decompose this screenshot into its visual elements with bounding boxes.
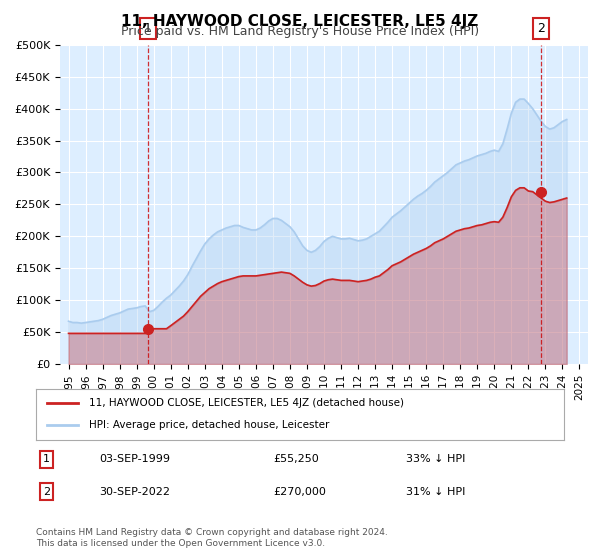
Text: 30-SEP-2022: 30-SEP-2022 <box>100 487 170 497</box>
Text: This data is licensed under the Open Government Licence v3.0.: This data is licensed under the Open Gov… <box>36 539 325 548</box>
Text: 11, HAYWOOD CLOSE, LEICESTER, LE5 4JZ: 11, HAYWOOD CLOSE, LEICESTER, LE5 4JZ <box>121 14 479 29</box>
Text: Price paid vs. HM Land Registry's House Price Index (HPI): Price paid vs. HM Land Registry's House … <box>121 25 479 38</box>
Text: Contains HM Land Registry data © Crown copyright and database right 2024.: Contains HM Land Registry data © Crown c… <box>36 528 388 536</box>
Text: 2: 2 <box>537 22 545 35</box>
Text: 2: 2 <box>43 487 50 497</box>
Text: £55,250: £55,250 <box>274 454 319 464</box>
Text: £270,000: £270,000 <box>274 487 326 497</box>
Text: 1: 1 <box>144 22 152 35</box>
Text: 03-SEP-1999: 03-SEP-1999 <box>100 454 170 464</box>
Text: 11, HAYWOOD CLOSE, LEICESTER, LE5 4JZ (detached house): 11, HAYWOOD CLOSE, LEICESTER, LE5 4JZ (d… <box>89 398 404 408</box>
Text: 1: 1 <box>43 454 50 464</box>
Text: HPI: Average price, detached house, Leicester: HPI: Average price, detached house, Leic… <box>89 421 329 431</box>
Text: 33% ↓ HPI: 33% ↓ HPI <box>406 454 465 464</box>
Text: 31% ↓ HPI: 31% ↓ HPI <box>406 487 465 497</box>
